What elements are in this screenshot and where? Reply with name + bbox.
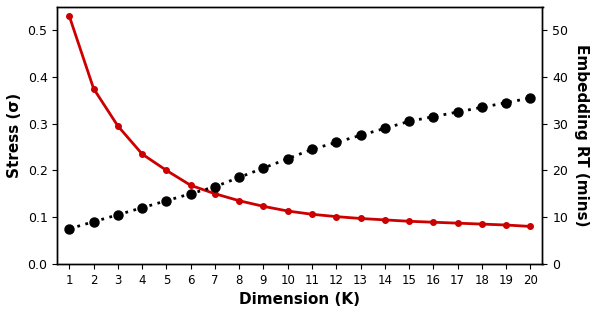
Y-axis label: Embedding RT (mins): Embedding RT (mins) xyxy=(574,44,589,227)
Y-axis label: Stress (σ): Stress (σ) xyxy=(7,93,22,178)
X-axis label: Dimension (K): Dimension (K) xyxy=(240,292,361,307)
